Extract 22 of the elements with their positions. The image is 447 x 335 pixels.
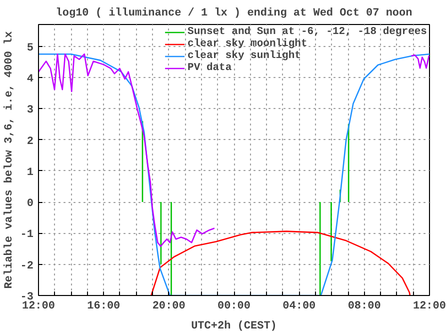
x-tick-label: 12:00 bbox=[22, 300, 56, 312]
y-tick-label: 2 bbox=[26, 136, 34, 148]
y-tick-label: 1 bbox=[26, 166, 34, 179]
y-tick-label: -2 bbox=[20, 260, 34, 272]
y-tick-label: 5 bbox=[26, 42, 34, 54]
legend-label: Sunset and Sun at -6, -12, -18 degrees bbox=[188, 26, 427, 38]
legend-label: clear sky moonlight bbox=[188, 38, 308, 50]
chart-title: log10 ( illuminance / 1 lx ) ending at Wed Oct 07 noon bbox=[56, 8, 412, 20]
legend-label: PV data bbox=[188, 62, 232, 74]
x-tick-label: 00:00 bbox=[217, 300, 251, 312]
y-tick-label: 3 bbox=[26, 104, 34, 117]
x-tick-label: 20:00 bbox=[152, 300, 186, 312]
x-tick-label: 04:00 bbox=[282, 300, 316, 312]
y-tick-label: 0 bbox=[26, 198, 34, 210]
x-axis-title: UTC+2h (CEST) bbox=[191, 320, 277, 332]
legend-label: clear sky sunlight bbox=[188, 50, 301, 62]
y-tick-label: -1 bbox=[20, 229, 34, 242]
y-tick-label: 4 bbox=[26, 73, 34, 86]
x-tick-label: 12:00 bbox=[412, 300, 446, 312]
x-tick-label: 08:00 bbox=[348, 300, 381, 312]
y-axis-title: Reliable values below 3,6, i.e, 4000 lx bbox=[3, 30, 16, 289]
x-tick-label: 16:00 bbox=[87, 300, 120, 312]
